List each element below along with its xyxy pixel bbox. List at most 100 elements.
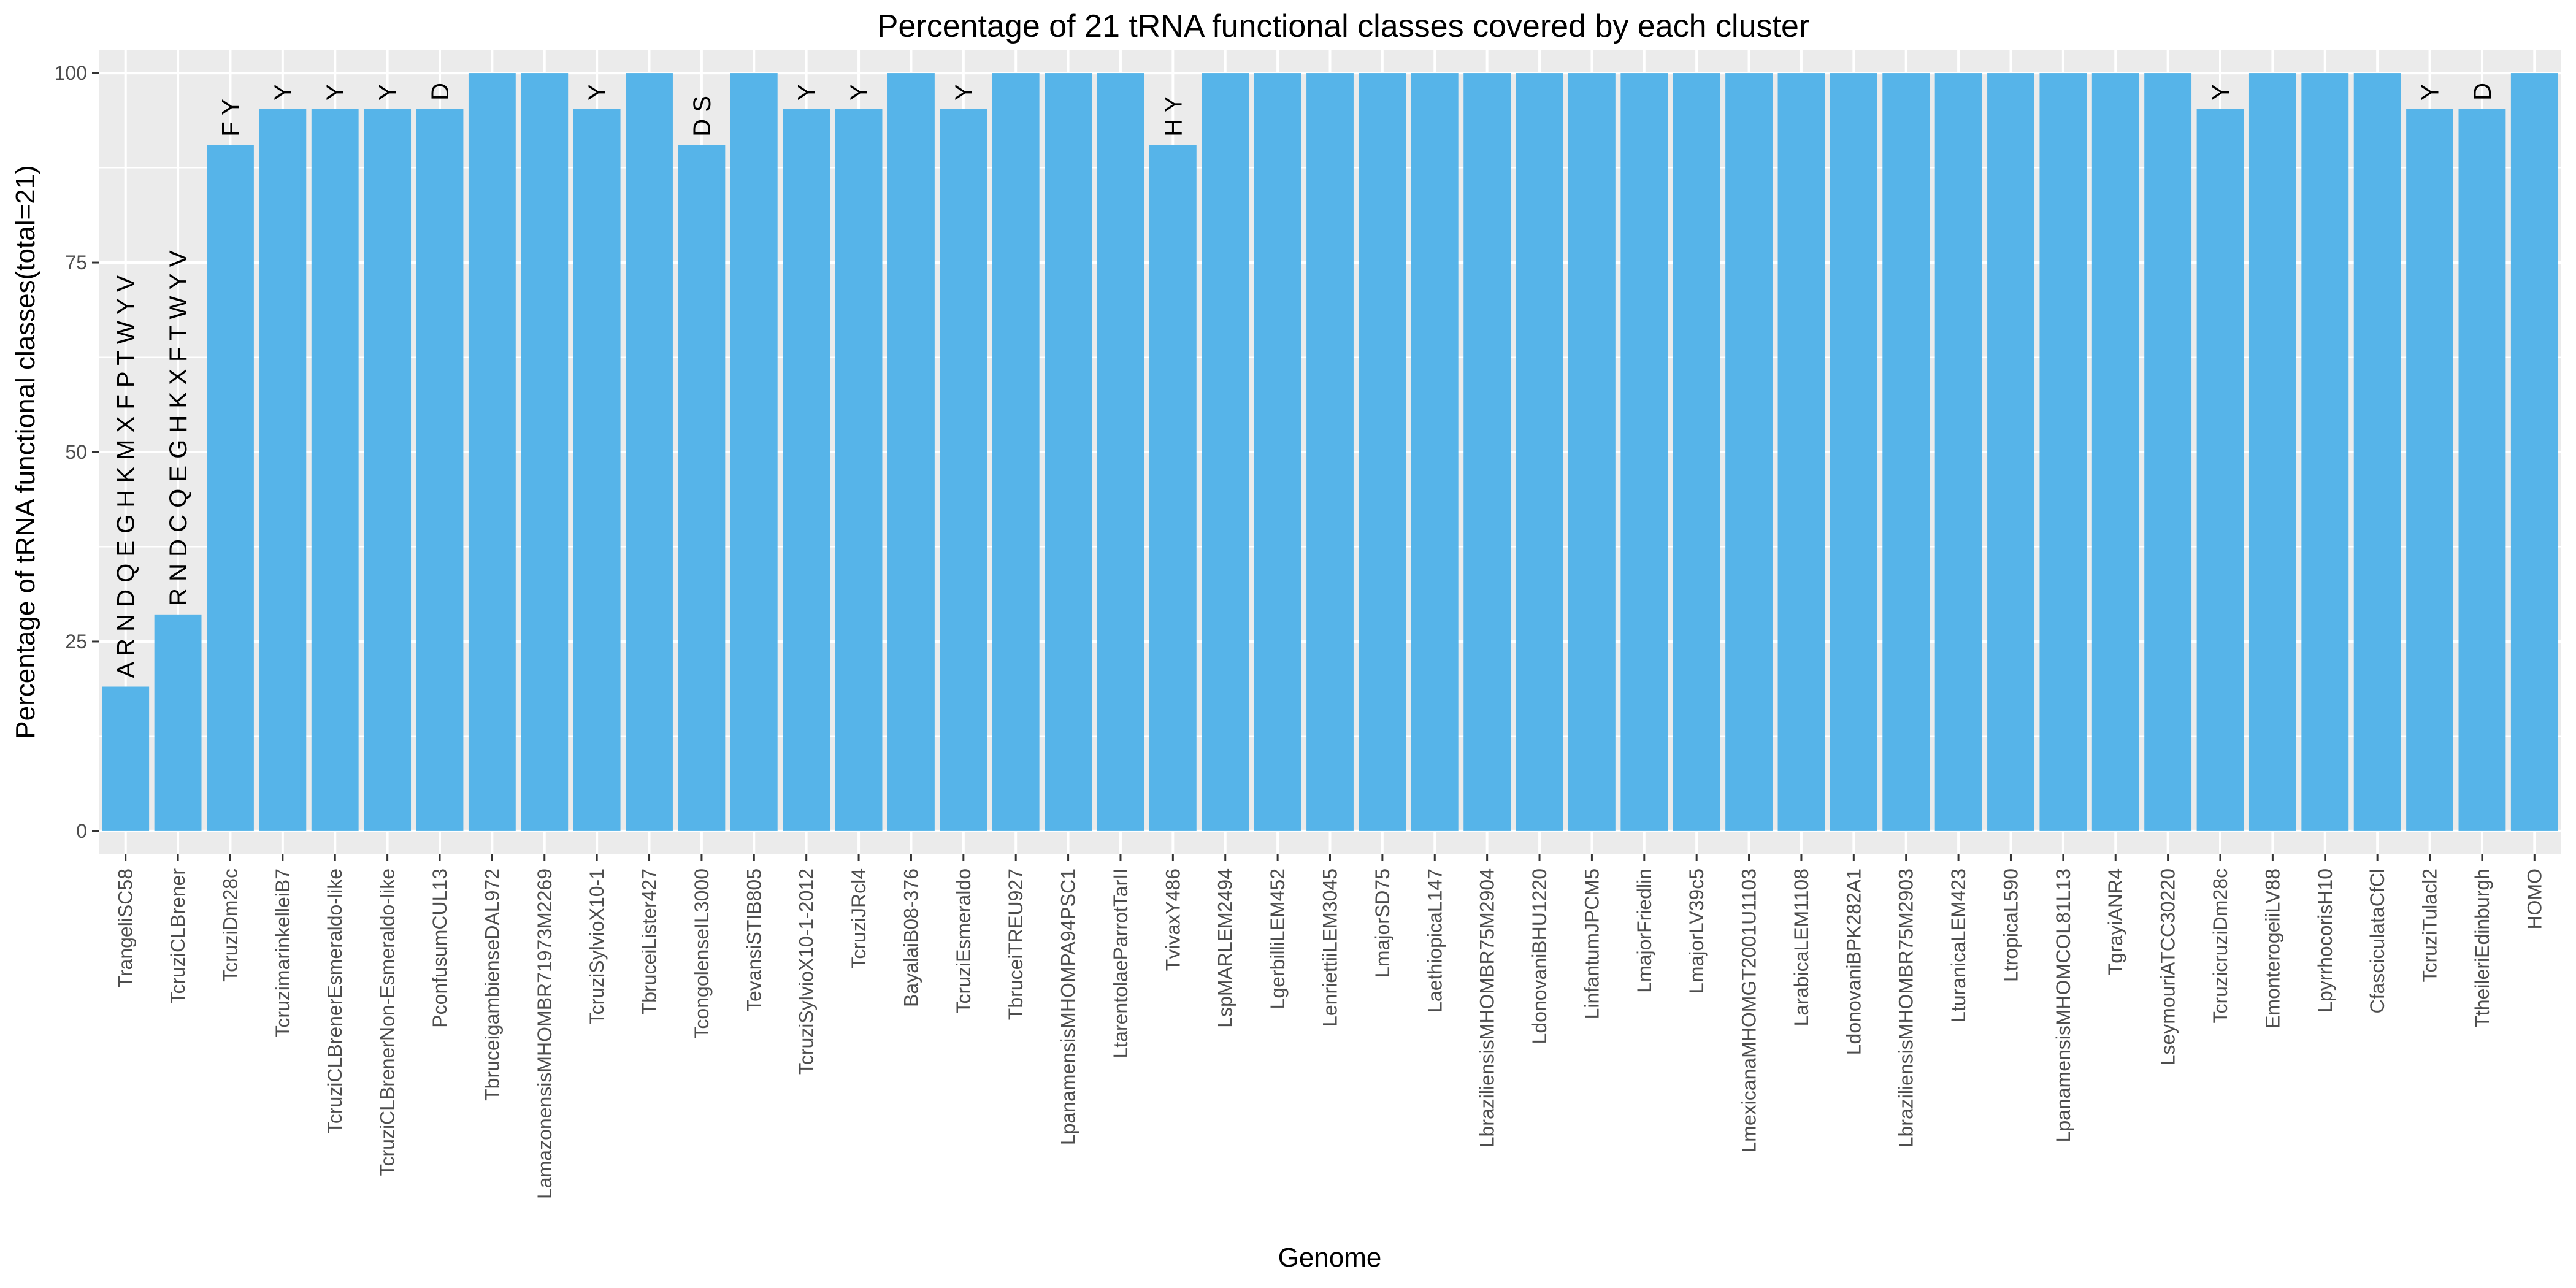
x-tick-label: TcruziCLBrener (167, 868, 189, 1004)
bar-labels: A R N D Q E G H K M X F P T W Y V R N D C… (113, 83, 2496, 678)
bar (207, 145, 254, 831)
bar (1202, 73, 1249, 831)
bar (2248, 73, 2296, 831)
x-tick-label: LinfantumJPCM5 (1581, 868, 1603, 1019)
bar (468, 73, 516, 831)
x-tick-label: TcruziJRcl4 (848, 868, 870, 969)
bar (1306, 73, 1354, 831)
bar (1359, 73, 1406, 831)
bar (2196, 109, 2244, 831)
bar (1516, 73, 1563, 831)
x-tick-label: TcruziCLBrenerEsmeraldo-like (324, 868, 346, 1133)
x-tick-label: LbraziliensisMHOMBR75M2903 (1895, 868, 1917, 1148)
x-tick-label: TcruziSylvioX10-1-2012 (795, 868, 818, 1075)
bar (2406, 109, 2453, 831)
bar (311, 109, 359, 831)
bar-label: Y (584, 84, 611, 101)
bars (102, 73, 2558, 831)
bar (1045, 73, 1092, 831)
bar (573, 109, 621, 831)
bar (364, 109, 412, 831)
x-tick-label: TvivaxY486 (1162, 868, 1184, 971)
bar (102, 686, 150, 831)
x-tick-label: LarabicaLEM1108 (1790, 868, 1812, 1026)
bar (2091, 73, 2139, 831)
bar-label: D (427, 83, 454, 101)
x-tick-label: TcruziSylvioX10-1 (586, 868, 608, 1024)
bar-label: D (2469, 83, 2496, 101)
bar (678, 145, 726, 831)
x-tick-label: LamazonensisMHOMBR71973M2269 (534, 868, 556, 1199)
x-tick-label: LpyrrhocorisH10 (2314, 868, 2336, 1013)
x-tick-label: LturanicaLEM423 (1947, 868, 1969, 1022)
bar (1411, 73, 1459, 831)
x-tick-label: LenriettiiLEM3045 (1319, 868, 1341, 1027)
bar (1987, 73, 2034, 831)
y-tick-label: 25 (65, 631, 87, 653)
x-tick-label: TcruziDm28c (219, 868, 241, 982)
x-tick-label: TcruziEsmeraldo (953, 868, 975, 1014)
chart-title: Percentage of 21 tRNA functional classes… (877, 9, 1809, 44)
bar (992, 73, 1040, 831)
x-tick-label: HOMO (2523, 868, 2545, 930)
bar-label: Y (270, 84, 297, 101)
x-tick-label: LtarentolaeParrotTarII (1110, 868, 1132, 1059)
bar-label: Y (375, 84, 402, 101)
x-tick-label: LpanamensisMHOMPA94PSC1 (1057, 868, 1079, 1145)
bar-label: Y (2417, 84, 2444, 101)
x-tick-label: TgrayiANR4 (2104, 868, 2126, 975)
x-tick-label: TrangeliSC58 (115, 868, 137, 987)
x-tick-label: BayalaiB08-376 (900, 868, 922, 1007)
bar-label: D S (689, 96, 716, 137)
x-tick-label: LdonovaniBPK282A1 (1842, 868, 1865, 1055)
y-axis-title: Percentage of tRNA functional classes(to… (10, 165, 40, 739)
bar (1463, 73, 1511, 831)
bar-label: Y (951, 84, 978, 101)
x-axis: TrangeliSC58 TcruziCLBrener TcruziDm28c Tcr… (115, 854, 2545, 1199)
y-axis: 0 25 50 75 100 (55, 62, 99, 842)
bar-label: Y (2207, 84, 2234, 101)
bar (416, 109, 464, 831)
x-tick-label: TcruzimarinkelleiB7 (272, 868, 294, 1038)
bar (2144, 73, 2192, 831)
bar (1097, 73, 1144, 831)
x-tick-label: TcruziTulacl2 (2419, 868, 2441, 983)
bar (2039, 73, 2087, 831)
y-tick-label: 50 (65, 441, 87, 463)
x-tick-label: LmexicanaMHOMGT2001U1103 (1738, 868, 1760, 1153)
bar (835, 109, 883, 831)
x-tick-label: LmajorLV39c5 (1685, 868, 1708, 994)
x-tick-label: EmonterogeiiLV88 (2261, 868, 2283, 1029)
bar (1673, 73, 1720, 831)
bar (887, 73, 935, 831)
x-tick-label: TcruziCLBrenerNon-Esmeraldo-like (377, 868, 399, 1176)
x-tick-label: LaethiopicaL147 (1424, 868, 1446, 1013)
x-tick-label: LbraziliensisMHOMBR75M2904 (1476, 868, 1498, 1148)
bar-label: H Y (1160, 96, 1187, 137)
bar (783, 109, 830, 831)
bar (626, 73, 673, 831)
bar (2353, 73, 2401, 831)
y-tick-label: 0 (76, 820, 87, 842)
bar-label: Y (794, 84, 821, 101)
x-tick-label: TtheileriEdinburgh (2471, 868, 2493, 1028)
bar-label: A R N D Q E G H K M X F P T W Y V (113, 275, 140, 678)
bar-label: Y (322, 84, 349, 101)
x-tick-label: LgerbilliLEM452 (1267, 868, 1289, 1009)
x-tick-label: LmajorFriedlin (1633, 868, 1655, 993)
x-tick-label: LtropicaL590 (1999, 868, 2022, 982)
x-tick-label: LpanamensisMHOMCOL81L13 (2052, 868, 2074, 1142)
bar (2510, 73, 2558, 831)
bar (1934, 73, 1982, 831)
bar (1254, 73, 1301, 831)
bar (1830, 73, 1877, 831)
bar (730, 73, 778, 831)
bar (1149, 145, 1197, 831)
bar (1620, 73, 1668, 831)
x-tick-label: TbruceigambienseDAL972 (481, 868, 503, 1101)
bar-label: Y (846, 84, 873, 101)
bar-label: F Y (217, 99, 244, 137)
x-tick-label: LmajorSD75 (1371, 868, 1393, 978)
y-tick-label: 100 (55, 62, 87, 84)
x-tick-label: TbruceiLister427 (638, 868, 661, 1014)
